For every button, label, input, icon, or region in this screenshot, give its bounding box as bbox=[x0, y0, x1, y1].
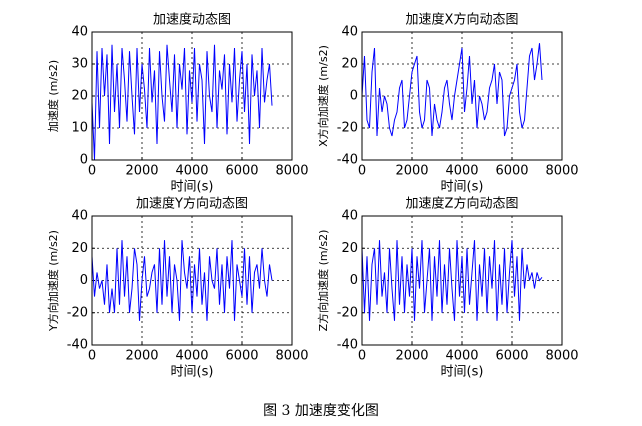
y-axis-label: X方向加速度 (m/s2) bbox=[316, 45, 330, 147]
chart-title: 加速度Y方向动态图 bbox=[136, 196, 248, 212]
x-tick-label: 2000 bbox=[125, 349, 158, 364]
y-tick-label: 0 bbox=[350, 89, 358, 104]
x-tick-label: 8000 bbox=[545, 349, 578, 364]
x-tick-label: 0 bbox=[358, 349, 366, 364]
x-axis-label: 时间(s) bbox=[441, 365, 484, 380]
axes-frame bbox=[361, 31, 563, 161]
x-tick-label: 4000 bbox=[175, 164, 208, 179]
y-tick-label: 10 bbox=[71, 121, 88, 136]
y-tick-label: 0 bbox=[350, 273, 358, 288]
y-tick-label: 40 bbox=[341, 209, 358, 224]
x-tick-label: 0 bbox=[88, 349, 96, 364]
data-line bbox=[91, 240, 273, 321]
x-tick-label: 4000 bbox=[175, 349, 208, 364]
x-tick-label: 4000 bbox=[445, 164, 478, 179]
x-axis-label: 时间(s) bbox=[171, 180, 214, 195]
x-tick-label: 2000 bbox=[125, 164, 158, 179]
data-line bbox=[361, 240, 543, 321]
y-axis-label: Y方向加速度 (m/s2) bbox=[46, 230, 60, 332]
chart-title: 加速度X方向动态图 bbox=[406, 12, 519, 28]
axes-frame bbox=[361, 215, 563, 346]
chart-title: 加速度Z方向动态图 bbox=[406, 196, 519, 212]
x-tick-label: 8000 bbox=[545, 164, 578, 179]
x-axis-label: 时间(s) bbox=[441, 180, 484, 195]
y-tick-label: 0 bbox=[80, 273, 88, 288]
data-line bbox=[361, 43, 543, 137]
y-tick-label: -20 bbox=[67, 305, 88, 320]
y-tick-label: -40 bbox=[337, 153, 358, 168]
y-tick-label: 0 bbox=[80, 153, 88, 168]
y-tick-label: -40 bbox=[67, 338, 88, 353]
x-tick-label: 8000 bbox=[275, 349, 308, 364]
y-tick-label: -40 bbox=[337, 338, 358, 353]
x-tick-label: 0 bbox=[88, 164, 96, 179]
x-tick-label: 4000 bbox=[445, 349, 478, 364]
x-tick-label: 0 bbox=[358, 164, 366, 179]
x-tick-label: 2000 bbox=[395, 349, 428, 364]
y-tick-label: -20 bbox=[337, 121, 358, 136]
x-tick-label: 8000 bbox=[275, 164, 308, 179]
chart-title: 加速度动态图 bbox=[153, 12, 231, 28]
y-tick-label: 40 bbox=[71, 209, 88, 224]
y-tick-label: 40 bbox=[71, 25, 88, 40]
y-tick-label: 20 bbox=[341, 57, 358, 72]
data-line bbox=[91, 44, 273, 161]
y-tick-label: 30 bbox=[71, 57, 88, 72]
y-axis-label: 加速度 (m/s2) bbox=[46, 60, 60, 132]
y-tick-label: -20 bbox=[337, 305, 358, 320]
x-tick-label: 6000 bbox=[225, 349, 258, 364]
axes-frame bbox=[91, 31, 293, 161]
x-tick-label: 6000 bbox=[495, 164, 528, 179]
x-tick-label: 6000 bbox=[495, 349, 528, 364]
y-tick-label: 20 bbox=[71, 89, 88, 104]
axes-frame bbox=[91, 215, 293, 346]
y-tick-label: 20 bbox=[341, 241, 358, 256]
y-tick-label: 40 bbox=[341, 25, 358, 40]
x-axis-label: 时间(s) bbox=[171, 365, 214, 380]
figure-caption: 图 3 加速度变化图 bbox=[263, 403, 379, 419]
y-tick-label: 20 bbox=[71, 241, 88, 256]
x-tick-label: 2000 bbox=[395, 164, 428, 179]
x-tick-label: 6000 bbox=[225, 164, 258, 179]
y-axis-label: Z方向加速度 (m/s2) bbox=[316, 230, 330, 332]
